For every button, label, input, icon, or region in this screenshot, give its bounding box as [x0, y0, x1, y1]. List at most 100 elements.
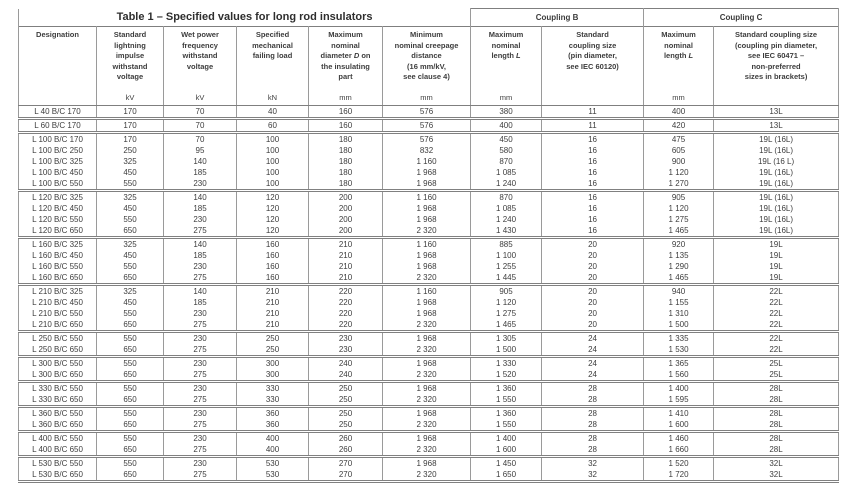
value-cell: 16	[541, 145, 645, 156]
col-header-creepage-distance: Minimum nominal creepage distance (16 mm…	[381, 26, 472, 106]
value-cell: 330	[236, 394, 309, 407]
value-cell: 220	[308, 284, 383, 297]
designation-cell: L 330 B/C 650	[18, 394, 97, 407]
value-cell: 325	[96, 237, 164, 250]
value-cell: 210	[308, 250, 383, 261]
value-cell: 325	[96, 284, 164, 297]
value-cell: 420	[643, 118, 715, 133]
col-header-coupling-size-c: Standard coupling size (coupling pin dia…	[713, 26, 840, 106]
value-cell: 270	[308, 469, 383, 482]
value-cell: 1 560	[643, 369, 715, 382]
value-cell: 100	[236, 145, 309, 156]
value-cell: 140	[163, 284, 237, 297]
value-cell: 220	[308, 297, 383, 308]
table-row: L 360 B/C 650 650 275 360 250 2 320 1 550 28 1 6…	[18, 419, 840, 432]
value-cell: 24	[541, 331, 645, 344]
value-cell: 185	[163, 203, 237, 214]
value-cell: 180	[308, 167, 383, 178]
designation-cell: L 100 B/C 170	[18, 132, 97, 145]
value-cell: 1 410	[643, 406, 715, 419]
value-cell: 16	[541, 214, 645, 225]
table-title: Table 1 – Specified values for long rod …	[17, 8, 472, 27]
value-cell: 230	[163, 261, 237, 272]
table-row: L 120 B/C 650 650 275 120 200 2 320 1 430 16 1 4…	[18, 225, 840, 238]
value-cell: 300	[236, 356, 309, 369]
value-cell: 120	[236, 225, 309, 238]
value-cell: 2 320	[381, 394, 472, 407]
value-cell: 1 595	[643, 394, 715, 407]
value-cell: 19L (16L)	[713, 145, 840, 156]
value-cell: 24	[541, 356, 645, 369]
value-cell: 32	[541, 469, 645, 482]
value-cell: 905	[643, 190, 715, 203]
value-cell: 650	[96, 444, 164, 457]
designation-cell: L 60 B/C 170	[18, 118, 97, 133]
value-cell: 28L	[713, 406, 840, 419]
table-row: L 100 B/C 325 325 140 100 180 1 160 870 16 900 19…	[18, 156, 840, 167]
value-cell: 28L	[713, 394, 840, 407]
value-cell: 275	[163, 469, 237, 482]
value-cell: 550	[96, 381, 164, 394]
value-cell: 1 500	[470, 344, 543, 357]
designation-cell: L 160 B/C 650	[18, 272, 97, 285]
value-cell: 16	[541, 190, 645, 203]
value-cell: 550	[96, 406, 164, 419]
value-cell: 60	[236, 118, 309, 133]
value-cell: 650	[96, 225, 164, 238]
value-cell: 450	[470, 132, 543, 145]
value-cell: 275	[163, 319, 237, 332]
value-cell: 550	[96, 431, 164, 444]
table-row: L 210 B/C 650 650 275 210 220 2 320 1 465 20 1 5…	[18, 319, 840, 332]
value-cell: 200	[308, 203, 383, 214]
value-cell: 1 275	[470, 308, 543, 319]
value-cell: 2 320	[381, 319, 472, 332]
value-cell: 650	[96, 272, 164, 285]
value-cell: 580	[470, 145, 543, 156]
value-cell: 210	[236, 319, 309, 332]
value-cell: 100	[236, 178, 309, 191]
table-row: L 160 B/C 650 650 275 160 210 2 320 1 445 20 1 4…	[18, 272, 840, 285]
value-cell: 25L	[713, 356, 840, 369]
value-cell: 1 305	[470, 331, 543, 344]
value-cell: 1 360	[470, 381, 543, 394]
value-cell: 160	[308, 105, 383, 119]
designation-cell: L 400 B/C 550	[18, 431, 97, 444]
value-cell: 19L (16L)	[713, 214, 840, 225]
designation-group: L 210 B/C 325 325 140 210 220 1 160 905 20 940 22…	[18, 284, 840, 332]
value-cell: 650	[96, 344, 164, 357]
value-cell: 360	[236, 406, 309, 419]
value-cell: 16	[541, 167, 645, 178]
value-cell: 28	[541, 394, 645, 407]
value-cell: 160	[236, 272, 309, 285]
col-header-lightning-impulse: Standard lightning impulse withstand vol…	[96, 26, 164, 106]
value-cell: 1 968	[381, 331, 472, 344]
value-cell: 20	[541, 284, 645, 297]
designation-cell: L 160 B/C 325	[18, 237, 97, 250]
table-row: L 330 B/C 650 650 275 330 250 2 320 1 550 28 1 5…	[18, 394, 840, 407]
value-cell: 2 320	[381, 419, 472, 432]
value-cell: 19L (16L)	[713, 132, 840, 145]
designation-cell: L 250 B/C 550	[18, 331, 97, 344]
designation-cell: L 300 B/C 650	[18, 369, 97, 382]
value-cell: 210	[308, 237, 383, 250]
table-row: L 400 B/C 550 550 230 400 260 1 968 1 400 28 1 4…	[18, 431, 840, 444]
value-cell: 20	[541, 237, 645, 250]
value-cell: 550	[96, 456, 164, 469]
table-row: L 210 B/C 325 325 140 210 220 1 160 905 20 940 22…	[18, 284, 840, 297]
value-cell: 16	[541, 178, 645, 191]
value-cell: 1 660	[643, 444, 715, 457]
value-cell: 40	[236, 105, 309, 119]
value-cell: 1 600	[470, 444, 543, 457]
designation-cell: L 100 B/C 325	[18, 156, 97, 167]
value-cell: 200	[308, 190, 383, 203]
value-cell: 120	[236, 214, 309, 225]
value-cell: 20	[541, 297, 645, 308]
col-header-failing-load: Specified mechanical failing load kN	[236, 26, 309, 106]
value-cell: 100	[236, 156, 309, 167]
value-cell: 275	[163, 344, 237, 357]
value-cell: 22L	[713, 344, 840, 357]
value-cell: 1 520	[470, 369, 543, 382]
value-cell: 32L	[713, 456, 840, 469]
